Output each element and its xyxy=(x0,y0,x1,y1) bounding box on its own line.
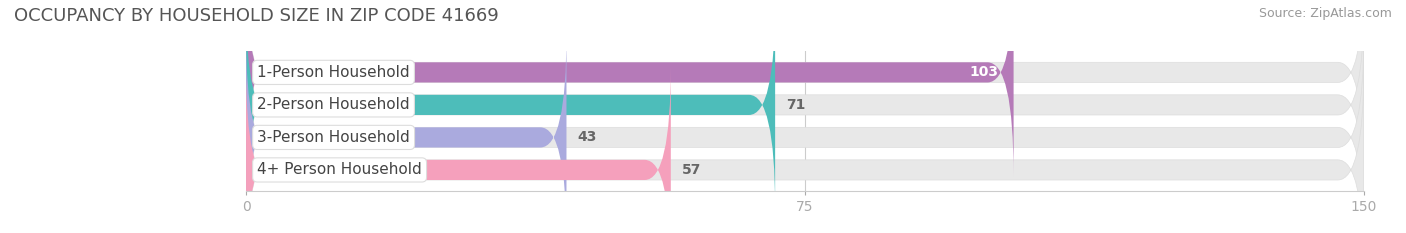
Text: 4+ Person Household: 4+ Person Household xyxy=(257,162,422,177)
FancyBboxPatch shape xyxy=(246,1,1364,209)
FancyBboxPatch shape xyxy=(246,1,775,209)
Text: OCCUPANCY BY HOUSEHOLD SIZE IN ZIP CODE 41669: OCCUPANCY BY HOUSEHOLD SIZE IN ZIP CODE … xyxy=(14,7,499,25)
Text: 3-Person Household: 3-Person Household xyxy=(257,130,411,145)
FancyBboxPatch shape xyxy=(246,0,1014,176)
Text: 71: 71 xyxy=(786,98,806,112)
Text: 2-Person Household: 2-Person Household xyxy=(257,97,411,112)
Text: Source: ZipAtlas.com: Source: ZipAtlas.com xyxy=(1258,7,1392,20)
Text: 57: 57 xyxy=(682,163,702,177)
FancyBboxPatch shape xyxy=(246,34,567,233)
FancyBboxPatch shape xyxy=(246,0,1364,176)
Text: 103: 103 xyxy=(970,65,998,79)
FancyBboxPatch shape xyxy=(246,66,1364,233)
FancyBboxPatch shape xyxy=(246,34,1364,233)
Text: 43: 43 xyxy=(578,130,598,144)
FancyBboxPatch shape xyxy=(246,66,671,233)
Text: 1-Person Household: 1-Person Household xyxy=(257,65,411,80)
